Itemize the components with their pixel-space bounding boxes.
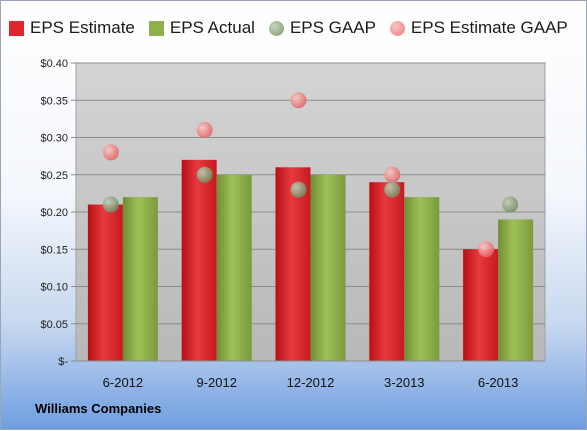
point-eps-gaap [196,166,213,183]
y-tick-label: $0.15 [40,244,68,256]
y-tick-label: $0.20 [40,207,68,219]
legend-swatch-eps-estimate [9,20,24,36]
legend-item-eps-estimate-gaap: EPS Estimate GAAP [389,18,568,38]
bar-eps-estimate [275,167,311,361]
y-tick-label: $0.05 [40,319,68,331]
point-eps-estimate-gaap [384,166,401,183]
legend-label-eps-estimate-gaap: EPS Estimate GAAP [410,18,568,37]
legend-item-eps-estimate: EPS Estimate [9,18,135,38]
point-eps-estimate-gaap [102,144,119,161]
legend-marker-eps-gaap [268,20,284,36]
point-eps-gaap [502,196,519,213]
point-eps-gaap [384,181,401,198]
legend-item-eps-actual: EPS Actual [148,18,255,38]
company-name: Williams Companies [35,401,162,416]
bar-eps-estimate [369,182,405,361]
bar-eps-actual [310,174,346,361]
legend-label-eps-estimate: EPS Estimate [30,18,135,37]
x-tick-label: 6-2012 [103,375,143,390]
legend-label-eps-gaap: EPS GAAP [289,18,376,37]
x-tick-label: 9-2012 [196,375,236,390]
bar-eps-actual [216,174,252,361]
bar-eps-estimate [463,249,499,361]
legend-marker-eps-estimate-gaap [389,20,405,36]
point-eps-estimate-gaap [196,122,213,139]
bar-eps-estimate [181,159,217,361]
x-tick-label: 6-2013 [478,375,518,390]
point-eps-estimate-gaap [290,92,307,109]
legend-item-eps-gaap: EPS GAAP [268,18,376,38]
x-tick-label: 12-2012 [287,375,335,390]
legend: EPS Estimate EPS Actual EPS GAAP EPS Est… [9,11,582,45]
y-tick-label: $0.25 [40,170,68,182]
y-tick-label: $0.40 [40,58,68,70]
bar-eps-actual [498,219,534,361]
bar-eps-estimate [87,204,123,361]
y-tick-label: $0.35 [40,95,68,107]
point-eps-gaap [102,196,119,213]
legend-swatch-eps-actual [148,20,164,36]
legend-label-eps-actual: EPS Actual [169,18,255,37]
point-eps-estimate-gaap [478,241,495,258]
y-tick-label: $- [58,356,68,368]
y-tick-label: $0.30 [40,133,68,145]
y-tick-label: $0.10 [40,282,68,294]
x-tick-label: 3-2013 [384,375,424,390]
bar-eps-actual [404,197,440,361]
point-eps-gaap [290,181,307,198]
bar-eps-actual [122,197,158,361]
